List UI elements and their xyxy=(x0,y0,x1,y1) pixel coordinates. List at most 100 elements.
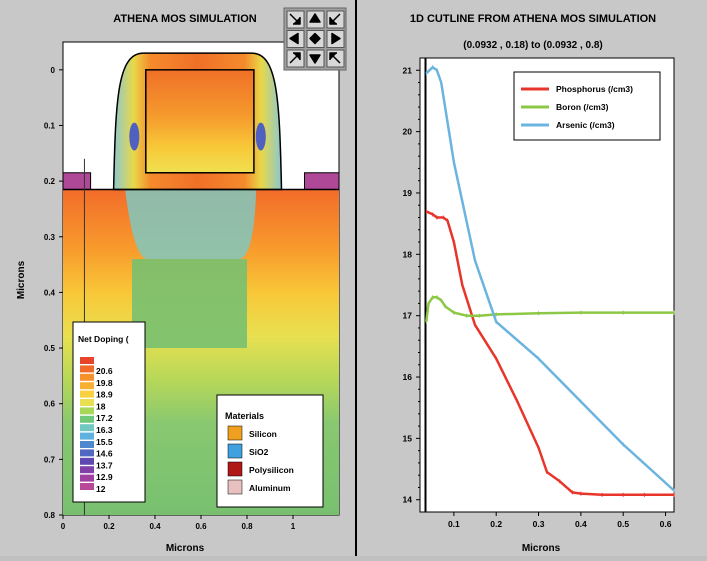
arrow-up-right-icon xyxy=(289,52,301,64)
legend-label: Arsenic (/cm3) xyxy=(556,120,615,130)
x-tick-label: 0.3 xyxy=(533,519,545,529)
material-swatch xyxy=(227,443,243,459)
y-tick-label: 0.2 xyxy=(44,177,56,186)
cutline-1d-panel: 1D CUTLINE FROM ATHENA MOS SIMULATION (0.… xyxy=(359,0,707,556)
nav-button[interactable] xyxy=(326,49,345,68)
y-tick-label: 0.8 xyxy=(44,511,56,520)
net-doping-level: 15.5 xyxy=(96,437,113,447)
spacer-lobe-left xyxy=(129,122,140,151)
materials-title: Materials xyxy=(225,411,264,421)
x-tick-label: 0.2 xyxy=(490,519,502,529)
net-doping-swatch xyxy=(80,424,94,432)
spacer-lobe-right xyxy=(255,122,266,151)
y-tick-label: 15 xyxy=(403,433,413,443)
right-subtitle: (0.0932 , 0.18) to (0.0932 , 0.8) xyxy=(463,40,603,51)
y-tick-label: 14 xyxy=(403,495,413,505)
net-doping-swatch xyxy=(80,399,94,406)
x-tick-label: 0.8 xyxy=(241,522,253,531)
net-doping-level: 20.6 xyxy=(96,366,113,376)
field-oxide-left xyxy=(62,172,92,190)
x-tick-label: 0.6 xyxy=(660,519,672,529)
nav-button[interactable] xyxy=(326,10,345,29)
nav-button[interactable] xyxy=(286,10,305,29)
athena-2d-panel: ATHENA MOS SIMULATION 0 0.1 0.2 0.3 0.4 0.5 0.6… xyxy=(16,0,357,556)
net-doping-swatch xyxy=(80,449,94,457)
y-tick-label: 0.5 xyxy=(44,344,56,353)
net-doping-level: 13.7 xyxy=(96,460,113,470)
x-axis-label: Microns xyxy=(166,543,205,554)
x-axis-label: Microns xyxy=(522,543,561,554)
arrow-down-icon xyxy=(309,54,321,64)
material-swatch xyxy=(227,461,243,477)
nav-button[interactable] xyxy=(306,30,325,48)
field-oxide-right xyxy=(304,172,340,190)
material-label: Silicon xyxy=(249,429,277,439)
y-tick-label: 18 xyxy=(403,249,413,259)
net-doping-title: Net Doping ( xyxy=(78,334,129,344)
arrow-down-right-icon xyxy=(289,13,301,25)
net-doping-swatch xyxy=(80,457,94,465)
net-doping-swatch xyxy=(80,407,94,415)
nav-button[interactable] xyxy=(306,49,325,68)
x-tick-label: 0.2 xyxy=(103,522,115,531)
nav-button[interactable] xyxy=(286,49,305,68)
net-doping-level: 12 xyxy=(96,484,106,494)
x-tick-label: 0.5 xyxy=(617,519,629,529)
x-tick-label: 1 xyxy=(291,522,296,531)
net-doping-swatch xyxy=(80,441,94,448)
net-doping-level: 18 xyxy=(96,401,106,411)
arrow-up-icon xyxy=(309,13,321,23)
net-doping-swatch xyxy=(80,373,94,381)
y-tick-label: 0.3 xyxy=(44,233,56,242)
material-swatch xyxy=(227,479,243,495)
y-tick-label: 0.4 xyxy=(44,288,56,297)
diamond-icon xyxy=(309,32,321,45)
y-tick-label: 19 xyxy=(403,188,413,198)
x-tick-label: 0.6 xyxy=(195,522,207,531)
channel-bulk-region xyxy=(132,259,247,349)
y-tick-label: 0 xyxy=(51,66,56,75)
arrow-up-left-icon xyxy=(329,52,341,64)
y-tick-label: 0.7 xyxy=(44,455,56,464)
net-doping-swatch xyxy=(80,357,94,364)
y-tick-label: 21 xyxy=(403,65,413,75)
net-doping-swatch xyxy=(80,466,94,474)
net-doping-swatch xyxy=(80,474,94,482)
athena-2d-plot: ATHENA MOS SIMULATION 0 0.1 0.2 0.3 0.4 0.5 0.6… xyxy=(16,7,347,554)
net-doping-level: 17.2 xyxy=(96,413,113,423)
nav-button[interactable] xyxy=(286,30,305,48)
nav-button[interactable] xyxy=(326,30,345,48)
x-tick-label: 0.1 xyxy=(448,519,460,529)
material-label: Aluminum xyxy=(249,483,291,493)
net-doping-swatch xyxy=(80,432,94,440)
gate-polysilicon xyxy=(145,69,255,174)
net-doping-level: 19.8 xyxy=(96,378,113,388)
nav-button[interactable] xyxy=(306,10,325,29)
net-doping-swatch xyxy=(80,390,94,398)
series-line-1 xyxy=(425,296,674,322)
channel-depletion-region xyxy=(125,189,257,260)
material-label: Polysilicon xyxy=(249,465,294,475)
arrow-left-icon xyxy=(289,32,299,45)
net-doping-level: 12.9 xyxy=(96,472,113,482)
net-doping-level: 14.6 xyxy=(96,449,113,459)
material-swatch xyxy=(227,425,243,441)
y-tick-label: 16 xyxy=(403,372,413,382)
y-tick-label: 20 xyxy=(403,127,413,137)
x-tick-label: 0.4 xyxy=(575,519,587,529)
y-axis-label: Microns xyxy=(16,260,27,299)
right-title: 1D CUTLINE FROM ATHENA MOS SIMULATION xyxy=(410,13,656,25)
arrow-down-left-icon xyxy=(329,13,341,25)
legend-label: Boron (/cm3) xyxy=(556,102,609,112)
cutline-1d-plot: 1D CUTLINE FROM ATHENA MOS SIMULATION (0.… xyxy=(403,13,675,554)
y-tick-label: 0.6 xyxy=(44,400,56,409)
legend-label: Phosphorus (/cm3) xyxy=(556,84,633,94)
material-label: SiO2 xyxy=(249,447,269,457)
y-tick-label: 17 xyxy=(403,311,413,321)
net-doping-swatch xyxy=(80,365,94,373)
net-doping-swatch xyxy=(80,382,94,390)
net-doping-level: 18.9 xyxy=(96,390,113,400)
net-doping-level: 16.3 xyxy=(96,425,113,435)
net-doping-swatch xyxy=(80,483,94,490)
